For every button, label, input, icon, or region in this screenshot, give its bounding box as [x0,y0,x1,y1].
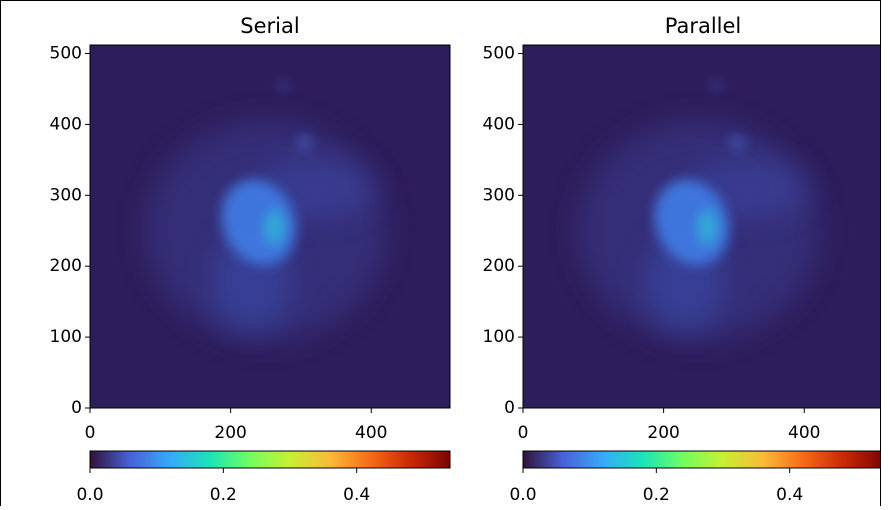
y-tick-label: 300 [50,185,82,205]
image-spot [710,79,723,92]
y-tick-label: 500 [483,44,515,64]
image-spot [277,79,290,92]
y-tick-label: 200 [483,256,515,276]
image-spot [729,134,746,151]
y-tick-label: 0 [504,398,515,418]
y-tick-label: 200 [50,256,82,276]
x-tick-label: 400 [355,423,387,443]
axes-frame [89,44,451,409]
y-tick-label: 500 [50,44,82,64]
colorbar-tick-label: 0.4 [776,485,803,505]
chart-title: Parallel [665,14,742,38]
colorbar-tick-label: 0.2 [643,485,670,505]
y-tick-label: 400 [483,114,515,134]
image-core [697,209,718,246]
image-core [264,209,285,246]
chart-title: Serial [240,14,299,38]
colorbar-tick-label: 0.4 [343,485,370,505]
x-tick-label: 200 [214,423,246,443]
colorbar-tick-label: 0.0 [76,485,103,505]
y-tick-label: 100 [50,327,82,347]
x-tick-label: 0 [85,423,96,443]
y-tick-label: 400 [50,114,82,134]
image [90,45,450,408]
colorbar-tick-label: 0.2 [210,485,237,505]
y-tick-label: 300 [483,185,515,205]
colorbar-tick-label: 0.0 [509,485,536,505]
image-spot [296,134,313,151]
figure: Serial 0 200 400 0 100 200 300 400 500 0.0 0.2 0.4 Pa… [50,14,881,505]
colorbar [89,450,451,469]
colorbar [522,450,881,469]
axes-frame [522,44,881,409]
x-tick-label: 400 [788,423,820,443]
x-tick-label: 200 [647,423,679,443]
y-tick-label: 100 [483,327,515,347]
y-tick-label: 0 [71,398,82,418]
x-tick-label: 0 [518,423,529,443]
image [523,45,881,408]
